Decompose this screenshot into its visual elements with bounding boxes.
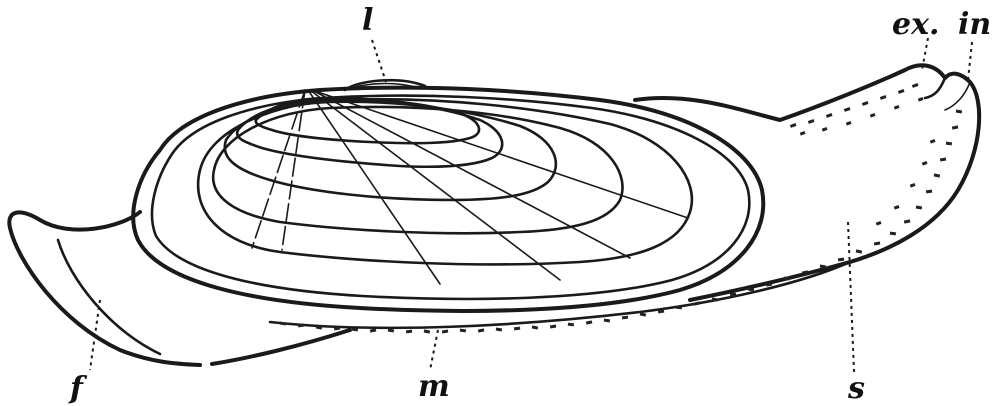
siphon bbox=[633, 63, 982, 302]
label-m: m bbox=[418, 369, 450, 404]
labels: l ex. in f m s bbox=[68, 3, 991, 406]
radial-lines bbox=[251, 89, 689, 285]
label-l: l bbox=[362, 3, 373, 38]
label-ex: ex. bbox=[892, 7, 939, 42]
leader-lines bbox=[89, 37, 973, 373]
label-f: f bbox=[68, 371, 88, 406]
mantle-fringe bbox=[279, 83, 963, 334]
mantle-margin bbox=[268, 260, 852, 330]
shell-outline bbox=[131, 85, 766, 313]
growth-rings bbox=[196, 96, 694, 266]
label-s: s bbox=[847, 371, 865, 406]
label-in: in bbox=[958, 7, 991, 42]
ligament bbox=[343, 78, 427, 92]
foot bbox=[7, 210, 352, 367]
